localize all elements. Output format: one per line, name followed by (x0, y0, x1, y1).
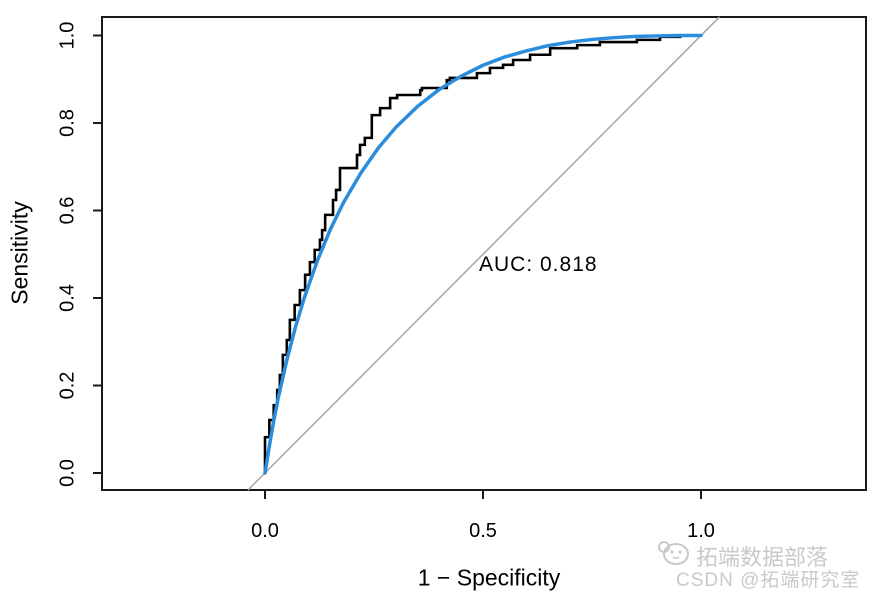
y-tick-label: 0.6 (56, 197, 78, 225)
x-tick-label: 0.0 (251, 520, 279, 542)
x-axis-title: 1 − Specificity (417, 564, 561, 591)
y-tick-label: 1.0 (56, 22, 78, 50)
x-tick-label: 0.5 (469, 520, 497, 542)
y-tick-label: 0.2 (56, 372, 78, 400)
empirical-roc-curve (263, 34, 701, 473)
watermark-csdn-text: CSDN @拓端研究室 (676, 570, 861, 591)
auc-annotation: AUC: 0.818 (479, 253, 598, 276)
y-axis-title: Sensitivity (6, 201, 33, 305)
x-tick-label: 1.0 (687, 520, 715, 542)
chance-diagonal (247, 16, 721, 491)
y-tick-label: 0.4 (56, 284, 78, 312)
watermark-line1: 拓端数据部落 (656, 539, 828, 573)
panda-chat-icon (656, 539, 692, 573)
watermark-brand-text: 拓端数据部落 (696, 545, 829, 570)
y-tick-label: 0.8 (56, 109, 78, 137)
smooth-roc-curve (263, 33, 703, 475)
y-tick-label: 0.0 (56, 459, 78, 487)
